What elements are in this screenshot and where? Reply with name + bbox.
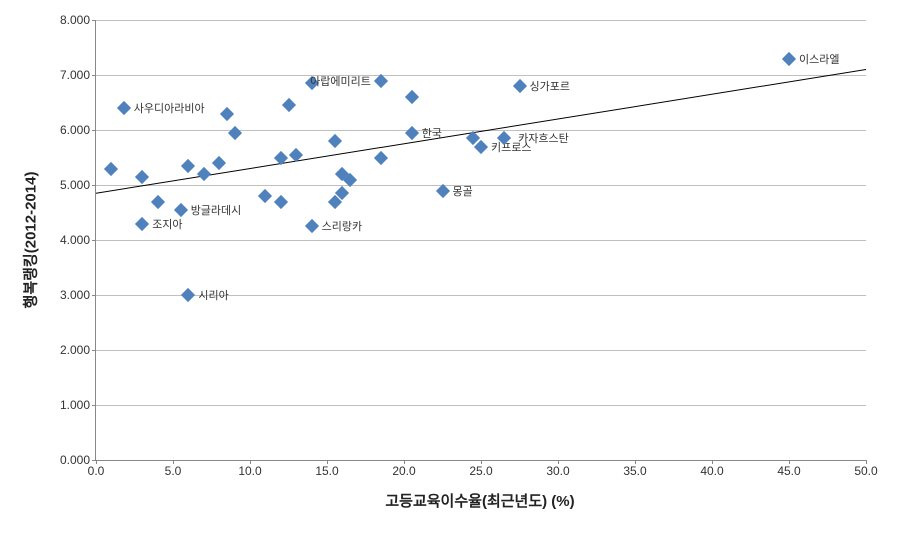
data-point: [181, 288, 195, 302]
data-label: 싱가포르: [530, 78, 570, 94]
gridline-horizontal: [96, 350, 866, 351]
data-point: [289, 148, 303, 162]
data-point: [405, 126, 419, 140]
data-label: 사우디아라비아: [134, 100, 205, 116]
x-tick-label: 25.0: [469, 460, 492, 478]
gridline-horizontal: [96, 185, 866, 186]
plot-area: 0.0001.0002.0003.0004.0005.0006.0007.000…: [95, 20, 866, 461]
data-point: [117, 101, 131, 115]
gridline-horizontal: [96, 20, 866, 21]
x-tick-label: 10.0: [238, 460, 261, 478]
data-point: [258, 189, 272, 203]
data-point: [135, 216, 149, 230]
data-label: 방글라데시: [191, 202, 242, 218]
data-point: [274, 150, 288, 164]
data-point: [220, 106, 234, 120]
data-point: [328, 134, 342, 148]
y-axis-title: 행복랭킹(2012-2014): [20, 172, 41, 309]
data-point: [274, 194, 288, 208]
data-label: 스리랑카: [322, 218, 362, 234]
data-point: [181, 159, 195, 173]
gridline-horizontal: [96, 75, 866, 76]
data-point: [405, 90, 419, 104]
x-tick-label: 5.0: [165, 460, 182, 478]
x-axis-title: 고등교육이수율(최근년도) (%): [385, 490, 574, 511]
data-point: [228, 126, 242, 140]
scatter-chart: 0.0001.0002.0003.0004.0005.0006.0007.000…: [0, 0, 904, 540]
y-tick-label: 1.000: [60, 398, 96, 412]
y-tick-label: 8.000: [60, 13, 96, 27]
x-tick-label: 50.0: [854, 460, 877, 478]
y-tick-label: 4.000: [60, 233, 96, 247]
gridline-horizontal: [96, 130, 866, 131]
x-tick-label: 45.0: [777, 460, 800, 478]
data-label: 몽골: [453, 183, 473, 199]
y-tick-label: 7.000: [60, 68, 96, 82]
data-point: [135, 170, 149, 184]
gridline-horizontal: [96, 405, 866, 406]
data-label: 카자흐스탄: [518, 130, 569, 146]
y-tick-label: 2.000: [60, 343, 96, 357]
data-point: [374, 150, 388, 164]
x-tick-label: 35.0: [623, 460, 646, 478]
data-point: [212, 156, 226, 170]
data-point: [281, 98, 295, 112]
data-point: [197, 167, 211, 181]
gridline-horizontal: [96, 240, 866, 241]
data-point: [305, 219, 319, 233]
data-label: 아랍에미리트: [310, 73, 371, 89]
x-tick-label: 0.0: [88, 460, 105, 478]
data-point: [782, 51, 796, 65]
y-tick-label: 5.000: [60, 178, 96, 192]
y-tick-label: 6.000: [60, 123, 96, 137]
x-tick-label: 40.0: [700, 460, 723, 478]
data-label: 이스라엘: [799, 51, 839, 67]
data-point: [104, 161, 118, 175]
data-point: [151, 194, 165, 208]
y-tick-label: 3.000: [60, 288, 96, 302]
data-label: 시리아: [198, 287, 228, 303]
x-tick-label: 15.0: [315, 460, 338, 478]
x-tick-label: 20.0: [392, 460, 415, 478]
data-point: [512, 79, 526, 93]
data-label: 조지아: [152, 216, 182, 232]
x-tick-label: 30.0: [546, 460, 569, 478]
data-label: 한국: [422, 125, 442, 141]
